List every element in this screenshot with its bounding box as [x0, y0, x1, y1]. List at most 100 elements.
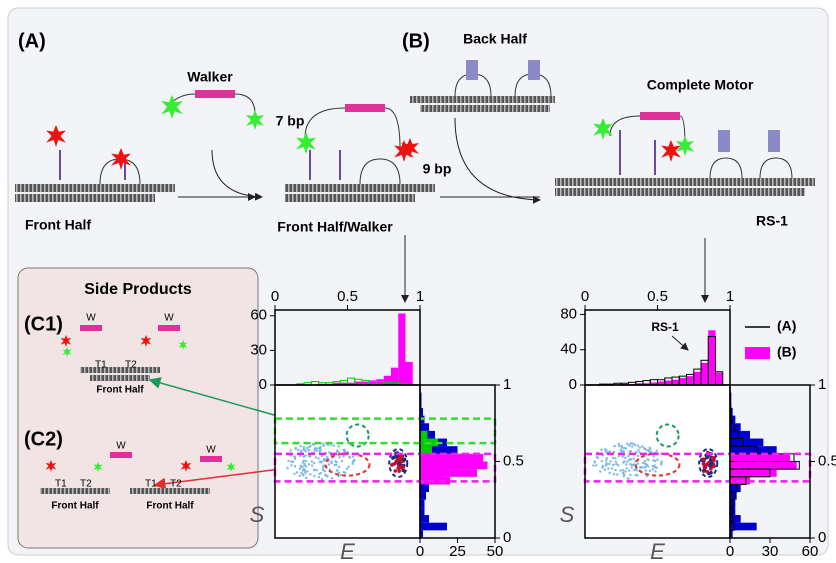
density-dot	[646, 449, 648, 451]
panel-label: (C2)	[24, 428, 63, 450]
density-dot	[286, 467, 288, 469]
density-dot	[618, 443, 620, 445]
density-dot	[596, 456, 598, 458]
density-dot	[352, 455, 354, 457]
density-dot	[390, 463, 394, 467]
density-dot	[630, 458, 632, 460]
e-hist-bar	[716, 373, 723, 385]
density-dot	[309, 473, 311, 475]
density-dot	[618, 445, 620, 447]
y-tick-label: 0.5	[503, 452, 524, 469]
density-dot	[292, 461, 294, 463]
density-dot	[344, 450, 346, 452]
label: Front Half	[96, 385, 144, 396]
density-dot	[612, 457, 614, 459]
density-dot	[319, 446, 321, 448]
density-dot	[311, 460, 313, 462]
label: RS-1	[756, 213, 788, 229]
figure: (A) (B) Walker Back Half Complete Motor …	[0, 0, 836, 563]
density-dot	[623, 460, 625, 462]
label: Complete Motor	[647, 77, 754, 93]
density-dot	[336, 450, 338, 452]
density-dot	[338, 466, 340, 468]
density-dot	[637, 449, 639, 451]
e-hist-bar	[679, 378, 686, 385]
s-hist-bar	[730, 431, 750, 439]
density-dot	[353, 459, 355, 461]
s-hist-bar	[730, 423, 741, 431]
density-dot	[609, 450, 611, 452]
label: T1	[145, 479, 157, 490]
density-dot	[306, 470, 308, 472]
density-dot	[624, 470, 626, 472]
e-hist-bar	[694, 372, 701, 385]
y-tick-label: 0	[818, 529, 826, 546]
density-dot	[618, 455, 620, 457]
density-dot	[628, 444, 630, 446]
density-dot	[709, 471, 713, 475]
panel-label: (B)	[402, 30, 430, 52]
density-dot	[607, 467, 609, 469]
density-dot	[652, 465, 654, 467]
density-dot	[639, 446, 641, 448]
legend-label: (B)	[777, 344, 796, 360]
density-dot	[340, 474, 342, 476]
s-hist-bar	[730, 484, 741, 492]
density-dot	[317, 457, 319, 459]
density-dot	[605, 459, 607, 461]
density-dot	[316, 447, 318, 449]
y-tick-label: 40	[560, 341, 577, 358]
s-hist-bar	[420, 523, 447, 531]
density-dot	[711, 456, 715, 460]
s-hist-bar	[420, 492, 426, 500]
density-dot	[321, 478, 323, 480]
label: T1	[55, 479, 67, 490]
density-dot	[341, 460, 343, 462]
density-dot	[634, 474, 636, 476]
density-dot	[633, 457, 635, 459]
e-hist-bar	[398, 313, 405, 385]
panel-label: (A)	[18, 30, 46, 52]
density-dot	[654, 470, 656, 472]
density-dot	[626, 443, 628, 445]
density-dot	[294, 448, 296, 450]
label: T2	[80, 479, 92, 490]
label: Front Half/Walker	[277, 219, 393, 235]
density-dot	[614, 457, 616, 459]
label: T1	[95, 360, 107, 371]
s-hist-bar	[730, 439, 763, 447]
density-dot	[704, 464, 708, 468]
e-hist-bar	[687, 376, 694, 385]
density-dot	[609, 460, 611, 462]
density-dot	[637, 444, 639, 446]
e-hist-bar	[384, 376, 391, 385]
x-tick-label: 50	[487, 543, 504, 560]
density-dot	[299, 475, 301, 477]
label: W	[86, 313, 96, 324]
axis-label: S	[250, 502, 265, 527]
s-hist-bar	[730, 462, 797, 470]
y-tick-label: 30	[250, 341, 267, 358]
density-dot	[705, 470, 709, 474]
y-tick-label: 80	[560, 305, 577, 322]
density-dot	[324, 474, 326, 476]
density-dot	[628, 469, 630, 471]
density-dot	[621, 455, 623, 457]
density-dot	[705, 456, 709, 460]
density-dot	[305, 477, 307, 479]
density-dot	[652, 468, 654, 470]
density-dot	[322, 465, 324, 467]
density-dot	[592, 464, 594, 466]
axis-label: E	[650, 539, 665, 563]
density-dot	[290, 464, 292, 466]
density-dot	[333, 445, 335, 447]
density-dot	[299, 445, 301, 447]
box-title: Side Products	[84, 281, 192, 298]
density-dot	[630, 464, 632, 466]
density-dot	[625, 447, 627, 449]
e-hist-bar	[701, 363, 708, 385]
panel-label: (C1)	[24, 313, 63, 335]
density-dot	[323, 460, 325, 462]
density-dot	[333, 464, 335, 466]
density-dot	[316, 469, 318, 471]
